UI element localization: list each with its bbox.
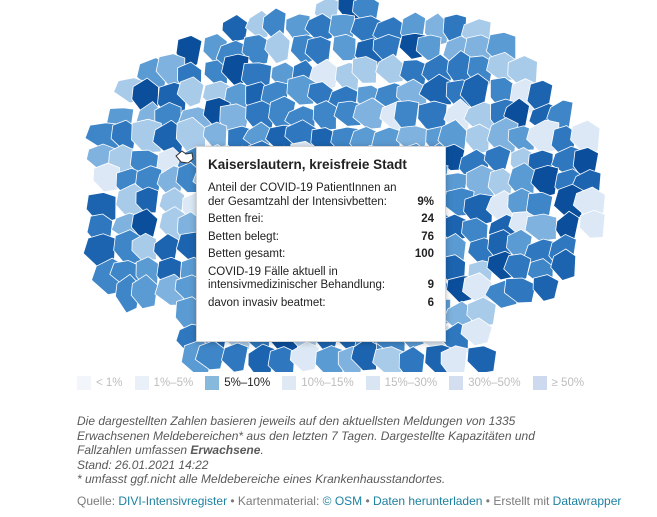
district-region[interactable] xyxy=(418,73,453,106)
legend-label: 1%–5% xyxy=(153,377,194,389)
district-region[interactable] xyxy=(331,33,357,62)
legend-swatch xyxy=(532,376,547,390)
tooltip-row: Betten gesamt: 100 xyxy=(208,248,434,262)
legend-swatch xyxy=(365,376,380,390)
district-region[interactable] xyxy=(503,277,537,304)
download-data-link[interactable]: Daten herunterladen xyxy=(373,494,483,508)
map-cursor-icon xyxy=(175,150,194,164)
legend-label: 10%–15% xyxy=(301,377,354,389)
tooltip-row-value: 9% xyxy=(417,195,434,208)
legend-item[interactable]: ≥ 50% xyxy=(532,376,585,390)
legend-swatch xyxy=(134,376,149,390)
legend-item[interactable]: 5%–10% xyxy=(205,376,270,390)
tooltip-row-label: Betten frei: xyxy=(208,213,264,225)
tooltip-row-value: 9 xyxy=(427,279,434,291)
district-region[interactable] xyxy=(304,13,335,43)
district-region[interactable] xyxy=(176,76,205,108)
legend-item[interactable]: < 1% xyxy=(77,376,123,390)
tooltip-row-value: 76 xyxy=(421,230,434,243)
district-region[interactable] xyxy=(579,209,606,239)
district-region[interactable] xyxy=(466,345,497,372)
district-region[interactable] xyxy=(267,346,296,372)
district-region[interactable] xyxy=(532,274,560,302)
tooltip-row: COVID-19 Fälle aktuell in intensivmedizi… xyxy=(208,266,434,293)
district-region[interactable] xyxy=(398,346,426,373)
district-region[interactable] xyxy=(465,123,491,155)
tooltip-row-label: davon invasiv beatmet: xyxy=(208,296,326,309)
legend-swatch xyxy=(205,376,220,390)
district-region[interactable] xyxy=(314,345,345,372)
district-region[interactable] xyxy=(524,213,558,242)
notes-stand: Stand: 26.01.2021 14:22 xyxy=(77,457,209,472)
legend-swatch xyxy=(77,376,91,390)
legend-label: ≥ 50% xyxy=(551,377,585,389)
tooltip-row-label: Betten gesamt: xyxy=(208,248,286,260)
tooltip-row-label: COVID-19 Fälle aktuell in intensivmedizi… xyxy=(208,265,386,292)
tooltip-title: Kaiserslautern, kreisfreie Stadt xyxy=(208,157,407,172)
legend-item[interactable]: 30%–50% xyxy=(449,376,521,390)
footnotes: Die dargestellten Zahlen basieren jeweil… xyxy=(77,414,587,487)
legend-label: < 1% xyxy=(96,377,123,389)
district-region[interactable] xyxy=(530,164,559,198)
district-region[interactable] xyxy=(264,29,291,65)
region-tooltip: Kaiserslautern, kreisfreie Stadt Anteil … xyxy=(196,146,446,342)
osm-link[interactable]: © OSM xyxy=(322,494,363,508)
legend-item[interactable]: 10%–15% xyxy=(282,376,354,390)
district-region[interactable] xyxy=(372,346,405,372)
district-region[interactable] xyxy=(375,53,406,85)
district-region[interactable] xyxy=(131,232,157,261)
legend-label: 15%–30% xyxy=(384,377,438,389)
district-region[interactable] xyxy=(483,145,512,174)
district-region[interactable] xyxy=(570,119,601,155)
district-region[interactable] xyxy=(202,121,228,149)
district-region[interactable] xyxy=(333,100,362,127)
district-region[interactable] xyxy=(460,317,493,347)
legend-swatch xyxy=(449,376,464,390)
tooltip-row-value: 24 xyxy=(421,213,434,225)
legend-label: 5%–10% xyxy=(224,377,271,389)
district-region[interactable] xyxy=(351,56,378,84)
district-region[interactable] xyxy=(550,248,577,281)
district-region[interactable] xyxy=(440,345,468,372)
tooltip-row: Betten belegt: 76 xyxy=(208,231,434,245)
district-region[interactable] xyxy=(203,59,228,85)
district-region[interactable] xyxy=(221,342,249,372)
legend: < 1% 1%–5% 5%–10% 10%–15% 15%–30% 30%–50% ≥ 50… xyxy=(77,376,596,390)
tooltip-row: Betten frei: 24 xyxy=(208,213,434,227)
divi-link[interactable]: DIVI-Intensivregister xyxy=(118,494,228,508)
legend-item[interactable]: 15%–30% xyxy=(365,376,438,390)
tooltip-row-value: 100 xyxy=(414,248,434,260)
legend-item[interactable]: 1%–5% xyxy=(134,376,194,390)
notes-footnote: * umfasst ggf.nicht alle Meldebereiche e… xyxy=(77,472,446,486)
tooltip-row: davon invasiv beatmet: 6 xyxy=(208,297,434,311)
district-region[interactable] xyxy=(130,274,158,310)
district-region[interactable] xyxy=(503,253,532,283)
district-region[interactable] xyxy=(312,100,337,132)
notes-description: Die dargestellten Zahlen basieren jeweil… xyxy=(77,414,535,457)
legend-swatch xyxy=(282,376,297,390)
district-region[interactable] xyxy=(352,97,387,130)
district-region[interactable] xyxy=(92,162,120,193)
district-region[interactable] xyxy=(110,119,138,150)
datawrapper-link[interactable]: Datawrapper xyxy=(552,494,622,508)
district-region[interactable] xyxy=(135,186,159,214)
tooltip-row: Anteil der COVID-19 PatientInnen an der … xyxy=(208,182,434,209)
tooltip-row-label: Anteil der COVID-19 PatientInnen an der … xyxy=(208,182,397,208)
tooltip-row-label: Betten belegt: xyxy=(208,230,279,243)
tooltip-row-value: 6 xyxy=(427,296,434,309)
legend-label: 30%–50% xyxy=(468,377,521,389)
source-line: Quelle: DIVI-Intensivregister • Kartenma… xyxy=(77,494,622,508)
